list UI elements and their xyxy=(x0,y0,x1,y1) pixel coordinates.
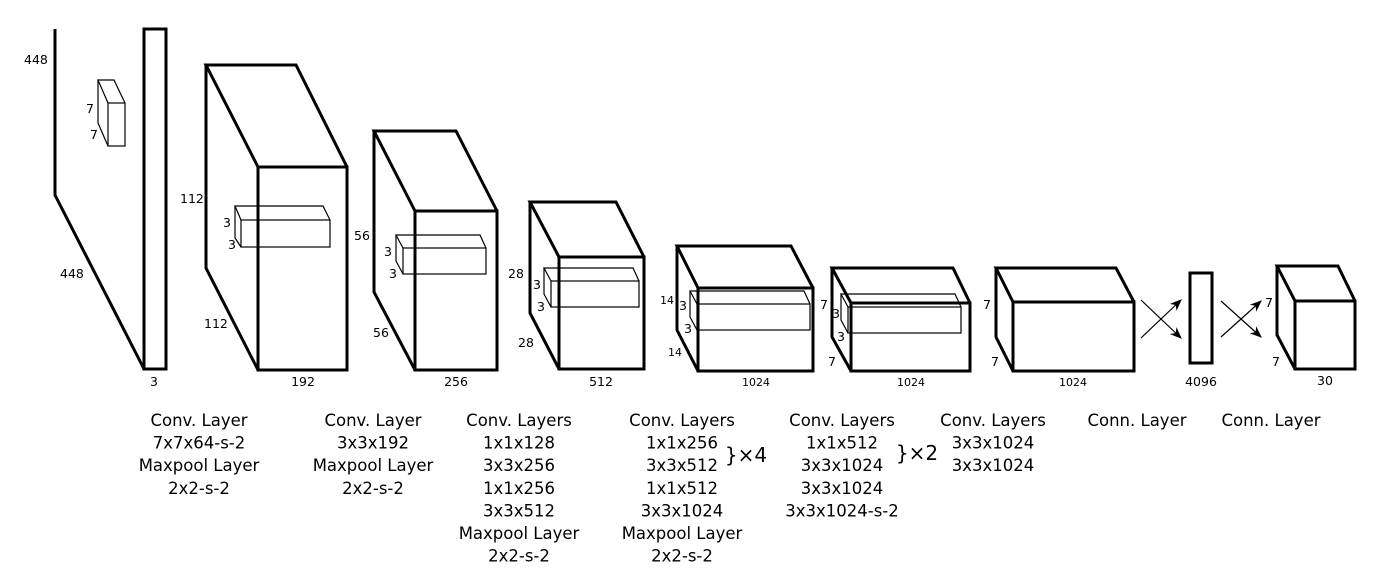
caption-line: 2x2-s-2 xyxy=(342,479,404,498)
caption-line: 3x3x1024 xyxy=(801,456,884,475)
caption-line: 1x1x128 xyxy=(483,434,555,453)
full-connection-arrows-1 xyxy=(1140,299,1182,339)
caption-line: 1x1x512 xyxy=(646,479,718,498)
caption-title: Conv. Layers xyxy=(940,411,1046,430)
caption-line: 3x3x512 xyxy=(646,456,718,475)
dim-label: 3 xyxy=(533,277,541,292)
dim-label: 512 xyxy=(589,374,613,389)
dim-label: 14 xyxy=(660,294,674,307)
dim-label: 3 xyxy=(837,329,845,344)
dim-label: 28 xyxy=(508,266,524,281)
dim-label: 1024 xyxy=(897,376,925,389)
dim-label: 448 xyxy=(60,266,84,281)
dim-label: 3 xyxy=(679,298,687,313)
caption-line: 1x1x512 xyxy=(806,434,878,453)
dim-label: 3 xyxy=(228,237,236,252)
caption-title: Conn. Layer xyxy=(1221,411,1320,430)
conv-block-56: 56 56 256 3 3 xyxy=(354,129,499,389)
dim-label: 7 xyxy=(1272,354,1280,369)
caption-line: 3x3x1024 xyxy=(952,456,1035,475)
caption-line: Maxpool Layer xyxy=(313,456,434,475)
layer-captions: Conv. Layer 7x7x64-s-2 Maxpool Layer 2x2-s-… xyxy=(139,411,1321,566)
dim-label: 7 xyxy=(820,297,828,312)
dim-label: 7 xyxy=(828,354,836,369)
dim-label: 7 xyxy=(86,101,94,116)
dim-label: 3 xyxy=(684,321,692,336)
input-layer-block: 448 448 3 7 7 xyxy=(24,27,168,389)
arrow-icon xyxy=(1220,300,1262,338)
dim-label: 30 xyxy=(1317,373,1333,388)
caption-line: 3x3x1024 xyxy=(952,434,1035,453)
dim-label: 14 xyxy=(668,346,682,359)
kernel-3x3 xyxy=(394,234,487,275)
caption-line: 3x3x1024 xyxy=(801,479,884,498)
caption-line: Maxpool Layer xyxy=(622,524,743,543)
dim-label: 1024 xyxy=(1059,376,1087,389)
caption-line: 3x3x192 xyxy=(337,434,409,453)
caption-title: Conn. Layer xyxy=(1087,411,1186,430)
full-connection-arrows-2 xyxy=(1220,300,1262,338)
kernel-7x7 xyxy=(97,79,126,147)
caption-line: 3x3x1024 xyxy=(641,501,724,520)
caption-line: 2x2-s-2 xyxy=(168,479,230,498)
caption-line: 1x1x256 xyxy=(483,479,555,498)
dim-label: 56 xyxy=(373,325,389,340)
kernel-3x3 xyxy=(542,267,640,308)
fc-layer-block: 4096 xyxy=(1185,271,1217,389)
dim-label: 112 xyxy=(180,191,204,206)
conv-block-28: 28 28 512 3 3 xyxy=(508,200,646,389)
conv-block-7a: 7 7 1024 3 3 xyxy=(820,266,972,389)
caption-line: Maxpool Layer xyxy=(459,524,580,543)
conv-block-7b: 7 7 1024 xyxy=(983,266,1136,389)
dim-label: 3 xyxy=(150,374,158,389)
caption-title: Conv. Layers xyxy=(466,411,572,430)
caption-line: 3x3x1024-s-2 xyxy=(785,501,899,520)
caption-title: Conv. Layers xyxy=(629,411,735,430)
kernel-3x3 xyxy=(839,293,962,334)
caption-line: 3x3x512 xyxy=(483,501,555,520)
dim-label: 7 xyxy=(983,297,991,312)
kernel-3x3 xyxy=(688,290,811,331)
caption-line: 2x2-s-2 xyxy=(488,547,550,566)
dim-label: 448 xyxy=(24,52,48,67)
dim-label: 28 xyxy=(518,335,534,350)
caption-title: Conv. Layer xyxy=(150,411,247,430)
caption-title: Conv. Layer xyxy=(324,411,421,430)
dim-label: 7 xyxy=(90,127,98,142)
dim-label: 3 xyxy=(389,266,397,281)
dim-label: 256 xyxy=(444,374,468,389)
caption-line: 7x7x64-s-2 xyxy=(153,434,246,453)
dim-label: 7 xyxy=(1265,295,1273,310)
dim-label: 3 xyxy=(832,306,840,321)
dim-label: 3 xyxy=(384,244,392,259)
repeat-x2-label: }×2 xyxy=(896,441,938,465)
dim-label: 3 xyxy=(537,299,545,314)
output-block: 7 7 30 xyxy=(1265,264,1357,388)
dim-label: 56 xyxy=(354,228,370,243)
kernel-3x3 xyxy=(234,205,331,248)
conv-block-112: 112 112 192 3 3 xyxy=(180,63,349,389)
conv-block-14: 14 14 1024 3 3 xyxy=(660,244,815,389)
caption-line: 1x1x256 xyxy=(646,434,718,453)
caption-line: 2x2-s-2 xyxy=(651,547,713,566)
dim-label: 7 xyxy=(991,354,999,369)
dim-label: 112 xyxy=(204,316,228,331)
repeat-x4-label: }×4 xyxy=(725,443,767,467)
caption-title: Conv. Layers xyxy=(789,411,895,430)
arrow-icon xyxy=(1140,299,1182,339)
dim-label: 3 xyxy=(223,215,231,230)
dim-label: 192 xyxy=(291,374,315,389)
caption-line: Maxpool Layer xyxy=(139,456,260,475)
dim-label: 4096 xyxy=(1185,374,1217,389)
caption-line: 3x3x256 xyxy=(483,456,555,475)
dim-label: 1024 xyxy=(742,376,770,389)
